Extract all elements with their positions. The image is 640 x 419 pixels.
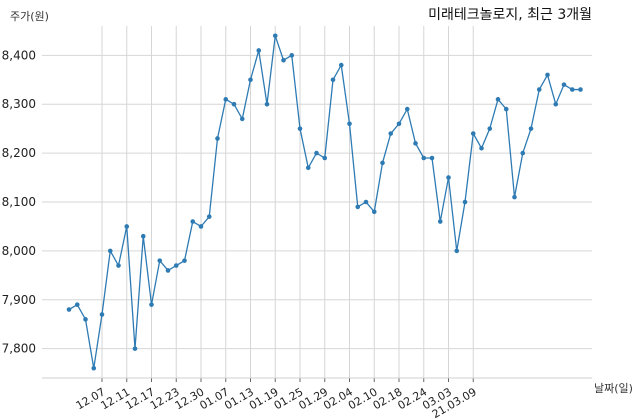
chart-title: 미래테크놀로지, 최근 3개월 xyxy=(428,7,592,23)
data-point xyxy=(437,219,443,224)
data-point xyxy=(371,209,377,215)
data-point xyxy=(215,136,220,141)
data-point xyxy=(231,101,237,107)
y-tick-label: 7,800 xyxy=(2,342,36,356)
data-point xyxy=(182,258,187,263)
data-point xyxy=(338,62,344,68)
data-point xyxy=(66,307,72,312)
data-point xyxy=(264,101,270,107)
data-point xyxy=(116,263,121,268)
data-point xyxy=(429,155,435,161)
y-tick-labels: 7,800 7,900 8,000 8,100 8,200 8,300 8,400 xyxy=(2,48,36,355)
data-point xyxy=(74,302,80,307)
data-point xyxy=(83,317,88,322)
data-point xyxy=(322,155,328,161)
data-point xyxy=(157,258,163,263)
data-point xyxy=(503,106,509,112)
data-point xyxy=(520,150,526,156)
data-point xyxy=(140,233,146,239)
data-point xyxy=(413,141,418,146)
data-point xyxy=(347,121,352,127)
data-point xyxy=(91,365,97,371)
data-point xyxy=(404,106,410,112)
data-point xyxy=(305,165,311,171)
data-point xyxy=(479,145,484,151)
data-point xyxy=(512,194,517,200)
y-tick-label: 8,300 xyxy=(2,97,36,111)
y-tick-label: 8,200 xyxy=(2,146,36,160)
data-point xyxy=(446,175,451,180)
data-point xyxy=(272,33,278,39)
data-point xyxy=(528,126,534,131)
y-axis-label: 주가(원) xyxy=(10,10,49,23)
x-axis-label: 날짜(일) xyxy=(594,381,633,395)
data-point xyxy=(487,126,493,131)
data-point xyxy=(454,248,460,254)
data-point xyxy=(239,116,245,122)
data-point xyxy=(578,87,583,92)
price-series-points xyxy=(66,33,583,371)
data-point xyxy=(363,199,369,205)
data-point xyxy=(190,219,196,224)
data-point xyxy=(355,204,361,210)
data-point xyxy=(462,199,468,205)
data-point xyxy=(173,263,179,268)
y-tick-label: 8,100 xyxy=(2,195,36,209)
y-tick-label: 8,400 xyxy=(2,48,36,62)
data-point xyxy=(256,48,262,53)
data-point xyxy=(206,214,212,219)
data-point xyxy=(198,224,204,229)
data-point xyxy=(314,150,319,156)
data-point xyxy=(380,160,385,166)
data-point xyxy=(223,97,229,102)
data-point xyxy=(281,57,286,63)
y-gridlines xyxy=(42,54,592,350)
x-gridlines xyxy=(101,26,474,382)
x-tick-labels: 12.0712.1112.1712.2312.3001.0701.1301.19… xyxy=(74,385,479,419)
y-tick-label: 7,900 xyxy=(2,293,36,307)
data-point xyxy=(132,346,138,351)
data-point xyxy=(330,77,336,83)
data-point xyxy=(388,131,394,136)
data-point xyxy=(107,248,113,254)
data-point xyxy=(289,53,295,58)
y-tick-label: 8,000 xyxy=(2,244,36,258)
data-point xyxy=(553,101,559,107)
data-point xyxy=(396,121,402,127)
data-point xyxy=(545,72,550,78)
data-point xyxy=(495,97,501,102)
data-point xyxy=(165,268,171,273)
data-point xyxy=(149,302,154,307)
data-point xyxy=(99,312,105,317)
data-point xyxy=(536,87,542,92)
data-point xyxy=(297,126,303,131)
data-point xyxy=(248,77,253,83)
data-point xyxy=(561,82,567,87)
data-point xyxy=(569,87,575,92)
data-point xyxy=(124,224,130,229)
data-point xyxy=(470,131,476,136)
data-point xyxy=(421,155,427,161)
